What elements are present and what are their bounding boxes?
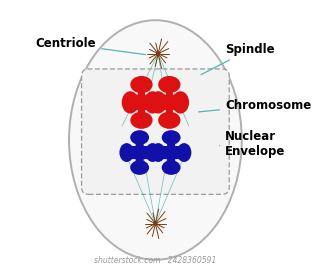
Text: Nuclear
Envelope: Nuclear Envelope	[219, 130, 285, 158]
FancyBboxPatch shape	[82, 69, 229, 194]
Ellipse shape	[162, 130, 181, 145]
Text: Centriole: Centriole	[36, 37, 146, 55]
Circle shape	[154, 222, 157, 225]
Ellipse shape	[130, 76, 153, 93]
Ellipse shape	[119, 143, 134, 162]
Ellipse shape	[151, 143, 165, 162]
Ellipse shape	[158, 112, 180, 129]
Ellipse shape	[177, 143, 191, 162]
Ellipse shape	[162, 160, 181, 175]
FancyBboxPatch shape	[136, 137, 144, 168]
Ellipse shape	[130, 160, 149, 175]
Ellipse shape	[150, 91, 167, 114]
FancyBboxPatch shape	[157, 95, 181, 110]
Circle shape	[136, 148, 144, 157]
Circle shape	[166, 99, 173, 106]
Ellipse shape	[130, 130, 149, 145]
FancyBboxPatch shape	[126, 146, 153, 159]
FancyBboxPatch shape	[138, 84, 145, 121]
FancyBboxPatch shape	[129, 95, 153, 110]
FancyBboxPatch shape	[166, 84, 173, 121]
Circle shape	[167, 148, 175, 157]
Ellipse shape	[122, 91, 139, 114]
Ellipse shape	[158, 76, 180, 93]
Circle shape	[138, 99, 145, 106]
Ellipse shape	[144, 91, 161, 114]
Ellipse shape	[69, 20, 242, 260]
FancyBboxPatch shape	[167, 137, 175, 168]
FancyBboxPatch shape	[157, 146, 185, 159]
Text: Chromosome: Chromosome	[199, 99, 311, 112]
Text: Spindle: Spindle	[201, 43, 275, 75]
Text: shutterstock.com · 2428360591: shutterstock.com · 2428360591	[94, 256, 216, 265]
Circle shape	[157, 52, 160, 55]
Ellipse shape	[130, 112, 153, 129]
Ellipse shape	[145, 143, 160, 162]
Ellipse shape	[172, 91, 189, 114]
